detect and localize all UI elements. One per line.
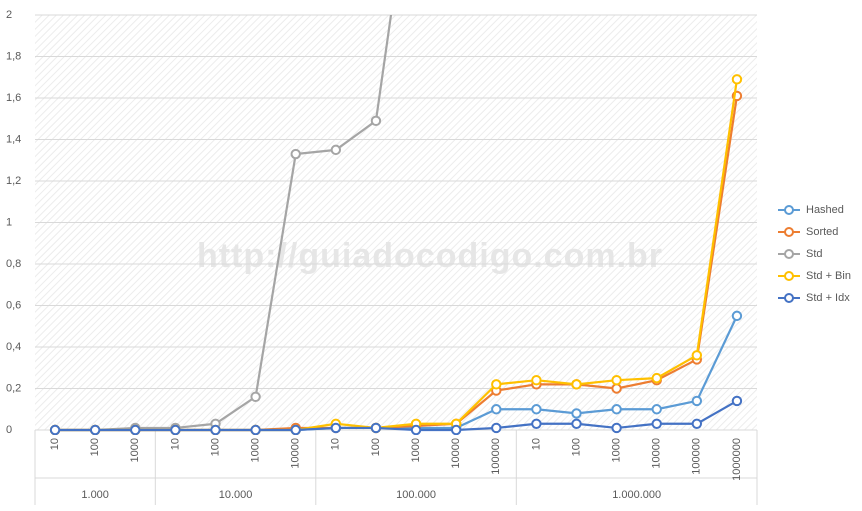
point bbox=[290, 424, 301, 435]
x-tick-label: 1000 bbox=[410, 438, 422, 462]
y-tick-label: 1 bbox=[6, 216, 12, 228]
y-tick-label: 1,2 bbox=[6, 175, 21, 187]
point bbox=[691, 418, 703, 429]
point bbox=[210, 424, 221, 435]
legend: Hashed Sorted Std Std + Bin Std + Idx bbox=[778, 204, 851, 304]
legend-label: Std + Bin bbox=[806, 270, 851, 282]
point bbox=[330, 422, 342, 434]
point bbox=[450, 424, 462, 435]
legend-marker bbox=[784, 293, 794, 303]
point bbox=[651, 372, 662, 384]
point bbox=[491, 404, 502, 415]
point bbox=[571, 418, 582, 429]
point bbox=[491, 422, 502, 434]
x-axis: 10 100 1000 1.000 10 100 1000 10000 10.000 10 100 1… bbox=[34, 429, 758, 505]
y-tick-label: 0,6 bbox=[6, 299, 21, 311]
y-tick-label: 0,4 bbox=[6, 341, 21, 353]
y-tick-label: 1,8 bbox=[6, 50, 21, 62]
point bbox=[691, 395, 703, 407]
x-tick-label: 1000 bbox=[611, 438, 623, 462]
point bbox=[49, 424, 61, 435]
group-label: 10.000 bbox=[219, 489, 253, 501]
x-tick-label: 100 bbox=[89, 438, 101, 456]
x-tick-label: 1000000 bbox=[731, 438, 743, 481]
point bbox=[571, 379, 582, 390]
point bbox=[410, 424, 422, 435]
point bbox=[611, 422, 622, 434]
y-tick-label: 2 bbox=[6, 9, 12, 21]
point bbox=[130, 424, 141, 435]
x-tick-label: 100 bbox=[570, 438, 582, 456]
legend-marker bbox=[784, 205, 794, 215]
point bbox=[571, 408, 582, 419]
point bbox=[170, 424, 181, 435]
x-tick-label: 10 bbox=[49, 438, 61, 450]
point bbox=[290, 148, 301, 160]
watermark: http://guiadocodigo.com.br bbox=[197, 237, 663, 275]
point bbox=[89, 424, 101, 435]
point bbox=[330, 144, 342, 156]
y-tick-label: 1,6 bbox=[6, 92, 21, 104]
point bbox=[531, 418, 542, 429]
grid: 0 0,2 0,4 0,6 0,8 1 1,2 1,4 1,6 1,8 2 bbox=[6, 9, 757, 436]
legend-label: Std bbox=[806, 248, 823, 260]
plot bbox=[49, 15, 743, 435]
point bbox=[250, 391, 261, 402]
x-tick-label: 10000 bbox=[651, 438, 663, 469]
point bbox=[370, 115, 382, 127]
point bbox=[611, 404, 622, 415]
point bbox=[250, 424, 261, 435]
y-tick-label: 0,2 bbox=[6, 382, 21, 394]
legend-label: Std + Idx bbox=[806, 292, 850, 304]
point bbox=[611, 383, 622, 394]
legend-marker bbox=[784, 227, 794, 237]
point bbox=[691, 350, 703, 361]
legend-marker bbox=[784, 249, 794, 259]
x-tick-label: 100000 bbox=[691, 438, 703, 475]
y-tick-label: 0 bbox=[6, 424, 12, 436]
x-tick-label: 10 bbox=[330, 438, 342, 450]
group-label: 100.000 bbox=[396, 489, 436, 501]
x-tick-label: 100 bbox=[209, 438, 221, 456]
series-line bbox=[55, 399, 738, 432]
legend-label: Sorted bbox=[806, 226, 838, 238]
legend-label: Hashed bbox=[806, 204, 844, 216]
x-tick-label: 10 bbox=[530, 438, 542, 450]
x-tick-label: 10000 bbox=[450, 438, 462, 469]
group-label: 1.000 bbox=[81, 489, 109, 501]
x-tick-label: 10 bbox=[169, 438, 181, 450]
point bbox=[651, 418, 662, 429]
x-tick-label: 1000 bbox=[129, 438, 141, 462]
point bbox=[731, 395, 743, 407]
x-tick-label: 10000 bbox=[290, 438, 302, 469]
y-tick-label: 0,8 bbox=[6, 258, 21, 270]
point bbox=[731, 310, 743, 322]
point bbox=[611, 375, 622, 386]
point bbox=[370, 422, 382, 434]
x-tick-label: 100 bbox=[370, 438, 382, 456]
x-tick-label: 100000 bbox=[490, 438, 502, 475]
point bbox=[491, 379, 502, 390]
point bbox=[531, 404, 542, 415]
point bbox=[651, 404, 662, 415]
point bbox=[731, 74, 743, 85]
x-tick-label: 1000 bbox=[250, 438, 262, 462]
group-label: 1.000.000 bbox=[612, 489, 661, 501]
legend-marker bbox=[784, 271, 794, 281]
y-tick-label: 1,4 bbox=[6, 133, 21, 145]
point bbox=[531, 375, 542, 386]
